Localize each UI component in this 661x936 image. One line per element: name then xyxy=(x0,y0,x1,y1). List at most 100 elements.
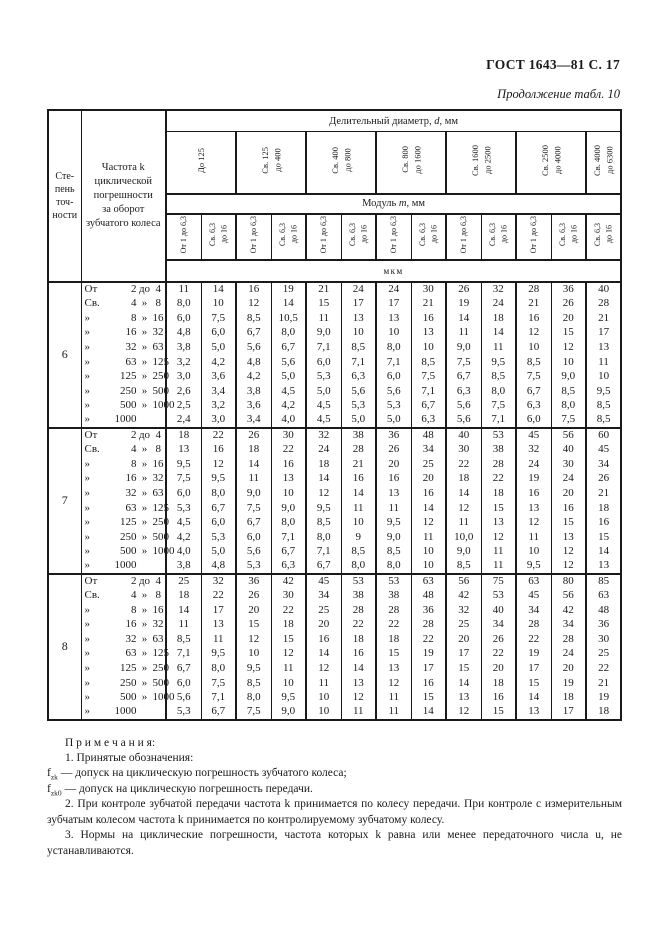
value-cell: 9,0 xyxy=(375,529,411,545)
value-cell: 5,6 xyxy=(340,384,376,399)
value-cell: 8,0 xyxy=(200,661,236,676)
module-col-label: Св. 6,3 до 16 xyxy=(207,222,229,246)
row-label-part: » xyxy=(141,632,148,645)
row-label-part: Св. xyxy=(84,589,100,602)
row-label-part: 63 xyxy=(125,501,137,514)
row-label-part: 500 xyxy=(152,384,170,397)
diameter-cols-row: До 125 Св. 125 до 400 Св. 400 до 800 Св. 80… xyxy=(48,131,622,195)
value-cell: 45 xyxy=(584,442,622,457)
value-cell: 14 xyxy=(340,486,376,501)
value-cell: 9,5 xyxy=(200,471,236,487)
row-label-part: 1000 xyxy=(152,691,175,704)
value-cell: 45 xyxy=(515,588,551,603)
diameter-variable: d xyxy=(434,115,440,127)
module-col-label: От 1 до 6,3 xyxy=(388,215,398,254)
value-cell: 14 xyxy=(305,646,341,662)
value-cell: 4,5 xyxy=(165,515,201,530)
fzk0-definition-text: — допуск на циклическую погрешность пере… xyxy=(61,782,313,795)
value-cell: 20 xyxy=(410,471,446,487)
module-col-label: Св. 6,3 до 16 xyxy=(487,222,509,246)
row-label-part: 8 xyxy=(155,589,162,602)
value-cell: 12 xyxy=(235,296,271,312)
document-reference: ГОСТ 1643—81 С. 17 xyxy=(486,57,620,72)
module-col-header: Св. 6,3 до 16 xyxy=(270,213,306,261)
value-cell: 8,0 xyxy=(305,529,341,545)
module-col-header: Св. 6,3 до 16 xyxy=(584,213,622,261)
value-cell: 14 xyxy=(515,690,551,706)
value-cell: 12 xyxy=(200,456,236,472)
value-cell: 16 xyxy=(584,515,622,530)
row-label-part: 8 xyxy=(155,297,162,310)
value-cell: 3,0 xyxy=(165,369,201,384)
note-item-1: 1. Принятые обозначения: xyxy=(65,752,194,765)
value-cell: 14 xyxy=(445,675,481,691)
value-cell: 53 xyxy=(480,588,516,603)
value-cell: 21 xyxy=(584,486,622,501)
row-label: » 500 » 1000 xyxy=(80,690,175,706)
value-cell: 7,1 xyxy=(375,354,411,370)
value-cell: 13 xyxy=(375,661,411,676)
value-cell: 48 xyxy=(584,602,622,618)
value-cell: 8,0 xyxy=(375,340,411,355)
row-label-part: » xyxy=(141,647,148,660)
value-cell: 16 xyxy=(550,500,586,516)
table-row: » 32» 63 3,8 5,0 5,6 6,7 7,1 8,5 8,0 10 9,0 11 10 12 13 xyxy=(48,340,622,355)
row-label-part: » xyxy=(84,545,91,558)
value-cell: 80 xyxy=(550,572,586,589)
value-cell: 18 xyxy=(165,426,201,443)
value-cell: 7,5 xyxy=(200,311,236,326)
row-label-part: » xyxy=(84,516,91,529)
row-label-part: » xyxy=(84,559,91,572)
row-label-part: 500 xyxy=(152,676,170,689)
value-cell: 21 xyxy=(340,456,376,472)
module-col-label: От 1 до 6,3 xyxy=(178,215,188,254)
row-label-part: » xyxy=(141,341,148,354)
table-row: » 63» 125 7,1 9,5 10 12 14 16 15 19 17 22 19 24 25 xyxy=(48,646,622,662)
value-cell: 11 xyxy=(165,617,201,633)
value-cell: 4,5 xyxy=(305,413,341,428)
value-cell: 9 xyxy=(340,529,376,545)
value-cell: 13 xyxy=(550,529,586,545)
value-cell: 11 xyxy=(445,515,481,530)
row-label-part: » xyxy=(141,486,148,499)
value-cell: 11 xyxy=(270,661,306,676)
value-cell: 5,6 xyxy=(375,384,411,399)
value-cell: 5,0 xyxy=(375,413,411,428)
value-cell: 11 xyxy=(235,471,271,487)
row-label-part: » xyxy=(141,370,148,383)
value-cell: 9,0 xyxy=(270,500,306,516)
value-cell: 7,1 xyxy=(270,529,306,545)
value-cell: 9,5 xyxy=(480,354,516,370)
value-cell: 18 xyxy=(480,675,516,691)
table-row: 6 От 2 до 4 11 14 16 19 21 24 24 30 26 32 28 36 40 xyxy=(48,281,622,428)
value-cell: 8,5 xyxy=(584,413,622,428)
value-cell: 12 xyxy=(305,486,341,501)
diameter-header-unit: , мм xyxy=(439,115,459,127)
module-col-header: От 1 до 6,3 xyxy=(375,213,411,261)
value-cell: 32 xyxy=(445,602,481,618)
row-label-part: » xyxy=(84,326,91,339)
value-cell: 2,5 xyxy=(165,398,201,414)
row-label-part: » xyxy=(141,472,148,485)
value-cell: 25 xyxy=(305,602,341,618)
value-cell: 9,0 xyxy=(550,369,586,384)
value-cell: 14 xyxy=(340,661,376,676)
value-cell: 9,0 xyxy=(445,544,481,560)
fzk0-symbol: f xyxy=(47,782,51,795)
value-cell: 25 xyxy=(165,572,201,589)
value-cell: 18 xyxy=(340,632,376,647)
module-col-header: От 1 до 6,3 xyxy=(235,213,271,261)
value-cell: 16 xyxy=(515,486,551,501)
module-col-header: От 1 до 6,3 xyxy=(165,213,201,261)
row-label-part: 125 xyxy=(152,355,170,368)
table-row: » 8» 16 6,0 7,5 8,5 10,5 11 13 13 16 14 18 16 20 21 xyxy=(48,311,622,326)
value-cell: 7,5 xyxy=(410,369,446,384)
value-cell: 7,1 xyxy=(165,646,201,662)
value-cell: 34 xyxy=(410,442,446,457)
row-label-part: » xyxy=(84,413,91,426)
row-label: » 32 » 63 xyxy=(80,486,166,501)
row-label: » 32 » 63 xyxy=(80,340,166,355)
value-cell: 8,5 xyxy=(550,384,586,399)
value-cell: 19 xyxy=(515,646,551,662)
